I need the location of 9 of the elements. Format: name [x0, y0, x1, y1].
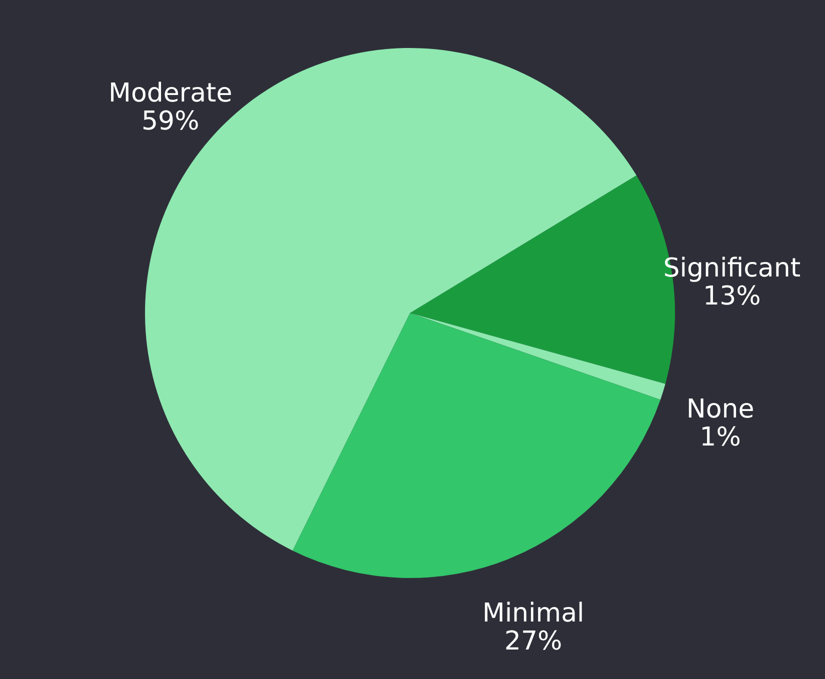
data-label: 59%: [141, 106, 200, 136]
slice-label: Significant: [663, 253, 801, 284]
slice-label: Moderate: [108, 78, 232, 108]
data-label: 27%: [504, 626, 562, 657]
pie-slice: [292, 313, 660, 578]
slice-label: Minimal: [482, 598, 584, 629]
data-label: 13%: [703, 281, 761, 312]
data-label: 1%: [700, 422, 741, 453]
slice-label: None: [686, 394, 754, 425]
